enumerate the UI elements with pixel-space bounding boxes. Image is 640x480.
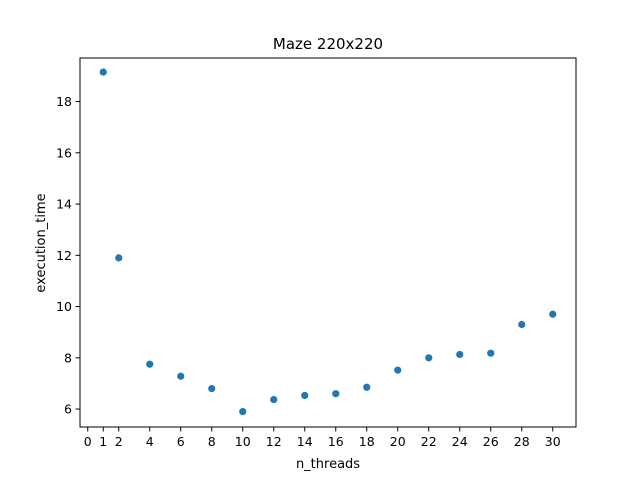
data-point: [177, 372, 185, 380]
data-point: [270, 395, 278, 404]
y-tick-label: 8: [64, 350, 72, 365]
x-tick-label: 6: [177, 434, 185, 449]
data-point: [456, 350, 464, 359]
x-tick-label: 14: [297, 434, 313, 449]
x-tick-label: 12: [266, 434, 282, 449]
x-tick-label: 4: [146, 434, 154, 449]
x-tick-label: 10: [235, 434, 251, 449]
data-point: [301, 391, 309, 400]
x-tick-label: 2: [115, 434, 123, 449]
x-tick-label: 0: [84, 434, 92, 449]
x-tick-label: 28: [514, 434, 530, 449]
y-axis-ticks: 6 8 10 12 14 16 18: [56, 94, 80, 417]
data-point: [549, 310, 557, 318]
plot-frame: [79, 57, 577, 428]
data-point: [425, 354, 433, 362]
y-tick-label: 18: [56, 94, 72, 109]
x-tick-label: 20: [390, 434, 406, 449]
x-tick-label: 16: [328, 434, 344, 449]
x-axis-label: n_threads: [296, 457, 360, 472]
data-point: [115, 254, 123, 262]
data-point: [332, 390, 340, 398]
data-point: [487, 349, 495, 357]
data-point: [518, 320, 526, 329]
y-tick-label: 6: [64, 402, 72, 417]
data-point: [146, 360, 154, 368]
data-point: [239, 408, 247, 416]
x-tick-label: 18: [359, 434, 375, 449]
x-tick-label: 8: [208, 434, 216, 449]
y-tick-label: 12: [56, 248, 72, 263]
x-tick-label: 26: [483, 434, 499, 449]
data-point: [394, 366, 402, 374]
x-tick-label: 1: [99, 434, 107, 449]
x-tick-label: 30: [545, 434, 561, 449]
x-axis-ticks: 0 1 2 4 6 8 10 12 14 16 18 20 22 24 26 28 30: [84, 427, 561, 449]
x-tick-label: 24: [452, 434, 468, 449]
data-point: [208, 384, 216, 393]
chart-title: Maze 220x220: [273, 35, 383, 53]
data-point: [99, 68, 107, 76]
y-tick-label: 14: [56, 197, 72, 212]
y-tick-label: 16: [56, 145, 72, 160]
y-axis-label: execution_time: [34, 193, 49, 292]
y-tick-label: 10: [56, 299, 72, 314]
x-tick-label: 22: [421, 434, 437, 449]
data-points: [99, 68, 557, 416]
data-point: [363, 383, 371, 391]
